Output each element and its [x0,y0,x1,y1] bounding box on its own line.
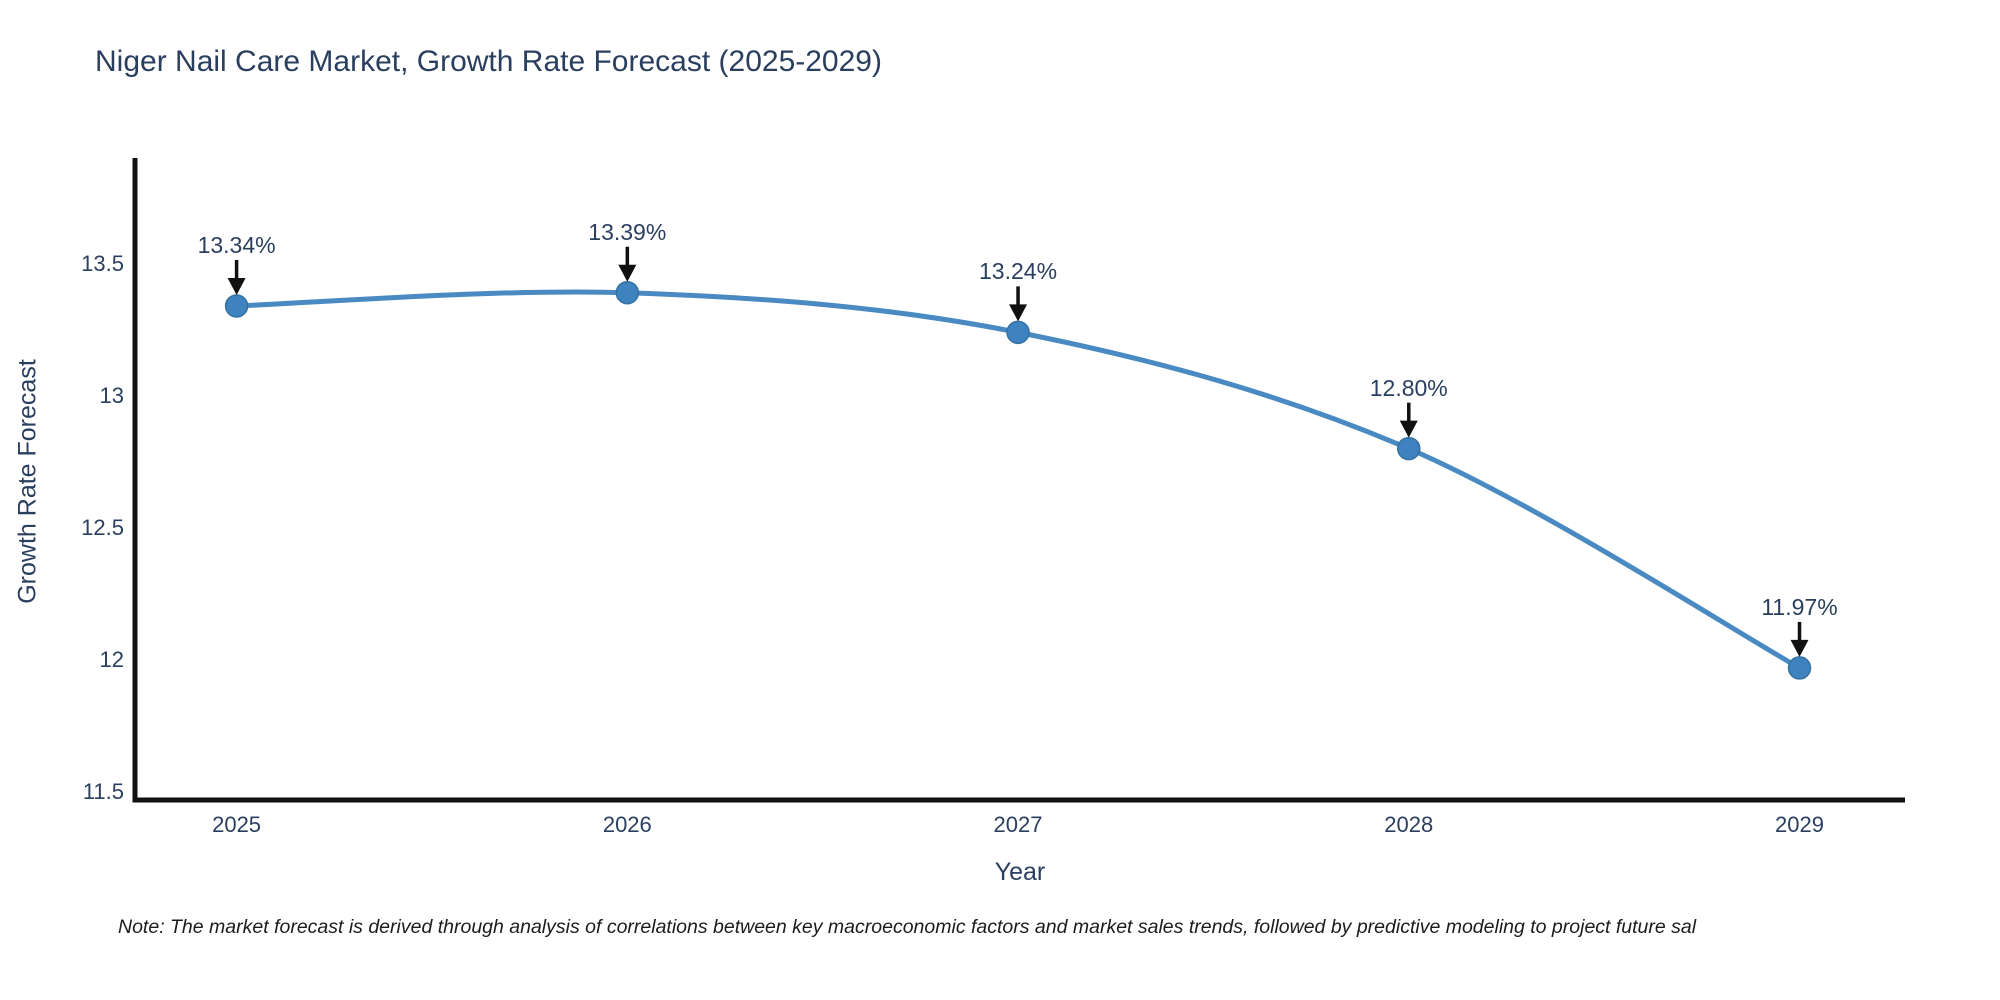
annotation-arrow-head [618,264,637,282]
annotation-arrow-head [1009,304,1028,322]
x-tick-label: 2025 [212,812,262,837]
y-tick-label: 12 [99,646,124,672]
data-point-marker [1787,656,1812,680]
data-point-label: 12.80% [1369,374,1448,401]
data-point-label: 11.97% [1761,593,1838,620]
x-tick-label: 2028 [1384,812,1434,837]
chart-title: Niger Nail Care Market, Growth Rate Fore… [95,45,882,78]
x-tick-label: 2027 [993,812,1043,837]
data-point-label: 13.34% [197,231,276,258]
x-axis-title: Year [994,858,1046,886]
annotation-arrow-head [1790,639,1809,657]
footnote: Note: The market forecast is derived thr… [118,916,1697,938]
data-point-label: 13.39% [588,218,667,245]
y-axis-title: Growth Rate Forecast [13,359,42,604]
y-tick-label: 13 [99,382,124,408]
data-point-marker [615,280,640,305]
y-tick-label: 13.5 [81,250,124,276]
data-point-marker [1006,320,1030,345]
y-tick-label: 12.5 [81,514,124,540]
forecast-line [234,289,1802,671]
x-tick-label: 2029 [1775,812,1824,837]
annotation-arrow-head [227,277,246,295]
annotation-arrow-head [1399,420,1418,438]
data-point-marker [224,294,249,318]
data-point-marker [1397,436,1421,461]
data-point-label: 13.24% [979,258,1058,285]
y-tick-label: 11.5 [82,779,124,805]
x-tick-label: 2026 [602,812,652,837]
